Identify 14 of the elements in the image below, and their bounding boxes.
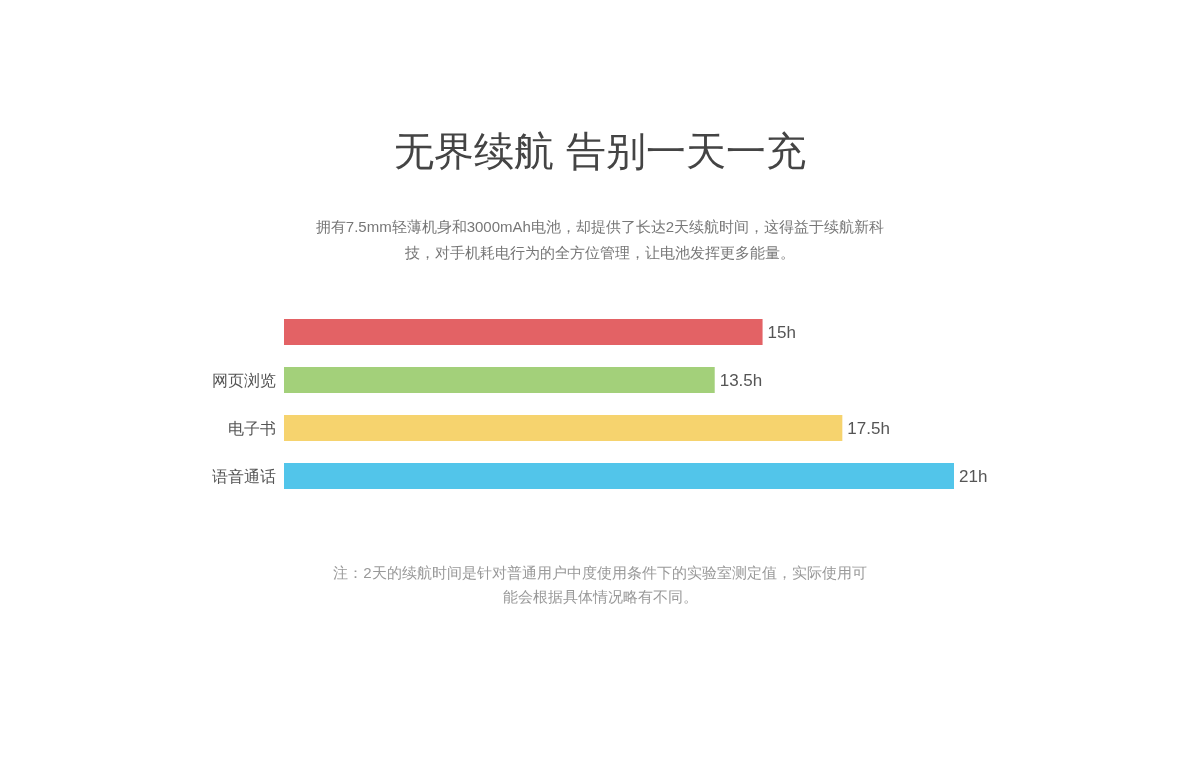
y-tick-label: 电子书 — [228, 419, 276, 437]
bar — [284, 463, 954, 489]
data-label: 13.5h — [719, 371, 763, 391]
data-label: 17.5h — [847, 419, 890, 439]
bar — [284, 319, 763, 345]
bar — [284, 415, 843, 441]
bar — [284, 367, 715, 393]
y-tick-label: 语音通话 — [212, 467, 276, 485]
y-tick-label: 网页浏览 — [212, 371, 276, 389]
text: 注：2天的续航时间是针对普通用户中度使用条件下的实验室测定值，实际使用可能会根据具体情况略有不同。 — [332, 563, 868, 607]
chart-title: 无界续航 告别一天一充 — [393, 128, 807, 175]
chart-subtitle: 拥有7.5mm轻薄机身和3000mAh电池，却提供了长达2天续航时间，这得益于续航新科技，对手机耗电行为的全方位管理，让电池发挥更多能量。 — [314, 217, 886, 263]
data-label: 21h — [959, 467, 988, 487]
data-label: 15h — [767, 323, 796, 343]
